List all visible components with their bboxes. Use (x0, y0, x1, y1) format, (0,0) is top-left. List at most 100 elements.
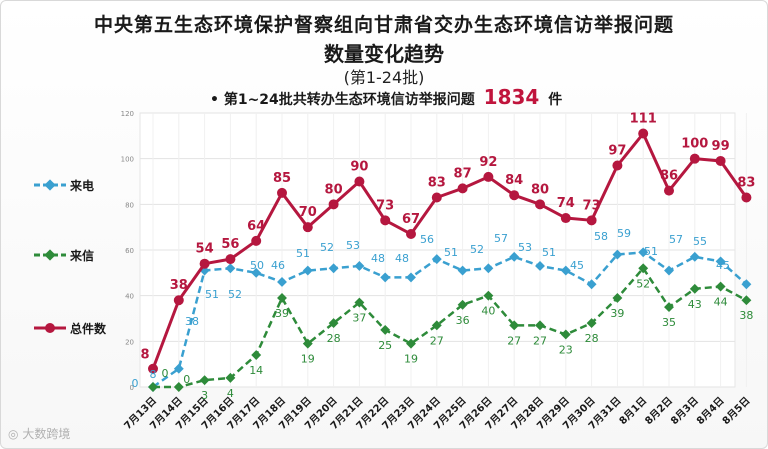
point-total (741, 192, 752, 203)
watermark: ◎ 大数跨境 (8, 425, 70, 442)
data-label: 40 (481, 305, 495, 318)
point-phone (380, 272, 391, 283)
point-phone (173, 363, 184, 374)
point-letter (406, 338, 416, 349)
x-tick-label: 8月5日 (720, 395, 752, 427)
point-phone (354, 261, 365, 271)
point-total (328, 199, 339, 210)
data-label: 37 (352, 312, 366, 325)
data-label: 85 (273, 171, 291, 186)
summary-total: 1834 (483, 85, 540, 109)
point-total (560, 213, 571, 224)
data-label: 48 (395, 252, 409, 265)
data-label: 53 (518, 241, 532, 254)
point-letter (509, 320, 520, 331)
data-label: 92 (479, 155, 497, 170)
summary-prefix: • 第1~24批共转办生态环境信访举报问题 (210, 92, 475, 108)
y-tick-label: 0 (130, 384, 134, 392)
point-letter (689, 283, 700, 294)
data-label: 51 (205, 288, 219, 301)
data-label: 59 (617, 227, 631, 240)
point-letter (302, 338, 313, 349)
legend-letter: 来信 (30, 245, 130, 265)
point-letter (664, 302, 674, 313)
data-label: 90 (350, 160, 368, 175)
data-label: 19 (404, 353, 418, 366)
data-label: 38 (170, 278, 188, 293)
data-label: 53 (346, 239, 360, 252)
data-label: 73 (376, 198, 394, 213)
data-label: 27 (507, 334, 521, 347)
point-total (612, 160, 623, 171)
point-phone (586, 279, 597, 290)
data-label: 70 (299, 205, 317, 220)
point-total (148, 363, 158, 374)
point-letter (277, 293, 287, 303)
point-letter (380, 324, 391, 335)
data-label: 45 (716, 259, 730, 272)
point-letter (457, 299, 468, 310)
point-letter (715, 281, 726, 292)
point-phone (225, 263, 236, 274)
point-letter (483, 290, 494, 301)
data-label: 27 (533, 334, 547, 347)
point-total (431, 192, 442, 203)
data-label: 23 (559, 343, 573, 356)
point-total (173, 295, 184, 306)
point-phone (535, 261, 545, 271)
data-label: 57 (669, 233, 683, 246)
point-phone (277, 277, 287, 287)
point-total (638, 128, 649, 139)
series-line-letter (153, 267, 747, 389)
data-label: 84 (505, 173, 523, 188)
data-label: 51 (444, 246, 458, 259)
chart-subtitle: 数量变化趋势 (324, 42, 444, 66)
data-label: 19 (301, 353, 315, 366)
data-label: 67 (402, 212, 420, 227)
point-total (457, 183, 468, 194)
legend-phone-marker (34, 179, 66, 191)
data-label: 0 (183, 373, 190, 386)
data-label: 111 (630, 112, 657, 127)
camera-icon: ◎ (8, 427, 19, 441)
point-letter (431, 320, 442, 331)
data-label: 48 (371, 252, 385, 265)
data-label: 39 (610, 307, 624, 320)
data-label: 38 (185, 315, 199, 328)
point-phone (302, 265, 313, 276)
data-label: 50 (250, 259, 264, 272)
legend-total: 总件数 (30, 318, 130, 338)
y-tick-label: 120 (121, 110, 134, 118)
batch-range: (第1-24批) (343, 68, 425, 87)
point-phone (715, 256, 726, 267)
data-label: 52 (320, 241, 334, 254)
data-label: 46 (271, 259, 285, 272)
data-label: 73 (583, 198, 601, 213)
point-total (251, 235, 262, 246)
point-total (715, 155, 726, 166)
x-tick-label: 8月3日 (668, 395, 700, 427)
point-letter (199, 375, 210, 386)
point-phone (560, 265, 571, 276)
point-letter (560, 329, 571, 340)
data-label: 25 (378, 339, 392, 352)
x-tick-label: 8月1日 (617, 395, 649, 427)
x-tick-label: 8月4日 (694, 395, 726, 427)
point-phone (251, 267, 262, 278)
data-label: 35 (662, 316, 676, 329)
series-line-total (151, 132, 748, 370)
data-label: 83 (428, 175, 446, 190)
data-label: 97 (608, 144, 626, 159)
point-letter (251, 350, 262, 360)
data-label: 86 (660, 169, 678, 184)
point-total (225, 254, 236, 265)
data-label: 14 (249, 364, 263, 377)
chart-title: 中央第五生态环境保护督察组向甘肃省交办生态环境信访举报问题 (93, 14, 674, 36)
data-label: 28 (327, 332, 341, 345)
y-tick-label: 20 (125, 338, 134, 346)
point-letter (612, 293, 623, 303)
data-label: 4 (227, 387, 234, 400)
x-tick-label: 8月2日 (643, 395, 675, 427)
data-label: 55 (693, 235, 707, 248)
